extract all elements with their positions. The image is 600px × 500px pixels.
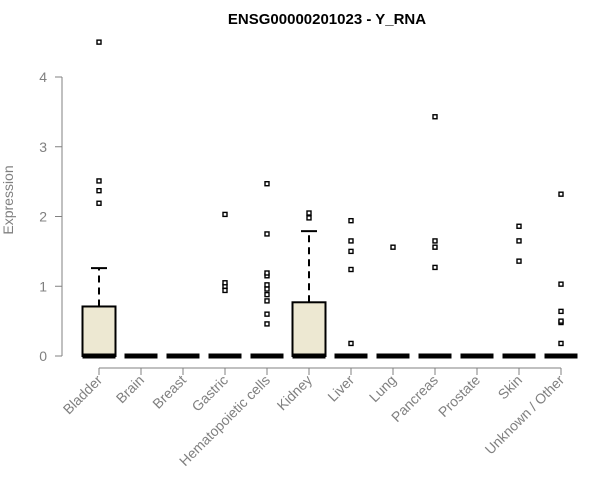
x-tick-label: Liver [324,372,357,405]
box-group [376,244,410,359]
y-tick-label: 4 [39,69,47,85]
box-group [81,39,117,359]
outlier-point [222,211,228,218]
outlier-point [348,340,354,347]
outlier-point [390,244,396,250]
outlier-point [516,258,522,264]
y-tick-label: 3 [39,139,47,155]
x-tick-label: Skin [495,372,526,403]
box-series [81,39,578,359]
outlier-point [432,244,438,250]
x-tick-label: Prostate [435,372,483,420]
outlier-point [432,264,438,271]
outlier-point [264,298,270,304]
outlier-point [96,187,102,194]
y-tick-label: 1 [39,278,47,294]
outlier-point [264,286,270,292]
outlier-point [558,281,564,287]
outlier-point [306,215,312,221]
box-group [544,191,578,359]
outlier-point [264,282,270,288]
outlier-point [264,291,270,298]
chart-title: ENSG00000201023 - Y_RNA [228,11,426,28]
x-tick-label: Brain [113,372,147,406]
x-tick-label: Bladder [60,372,106,418]
x-tick-label: Breast [149,372,189,412]
outlier-point [516,223,522,229]
box-group [418,114,452,359]
box [81,305,117,358]
y-axis-label: Expression [0,165,16,234]
outlier-point [222,280,228,286]
outlier-point [558,308,564,315]
box-group [334,217,368,359]
y-axis: 0 1 2 3 4 [39,69,63,364]
x-tick-label: Unknown / Other [482,372,568,458]
x-tick-label: Lung [366,372,399,405]
outlier-point [348,238,354,244]
outlier-point [348,248,354,255]
outlier-point [348,266,354,273]
outlier-point [222,287,228,294]
outlier-point [306,210,312,216]
x-tick-label: Kidney [274,372,316,414]
box-group [208,211,242,359]
outlier-point [432,114,438,120]
outlier-point [558,318,564,324]
outlier-point [264,270,270,276]
outlier-point [516,238,522,244]
x-tick-label: Pancreas [388,372,441,425]
box-group [291,210,327,359]
outlier-point [96,178,102,184]
outlier-point [264,181,270,187]
outlier-point [264,231,270,237]
outlier-point [558,191,564,197]
outlier-point [264,311,270,317]
y-tick-label: 2 [39,209,47,225]
outlier-point [264,321,270,327]
outlier-point [96,39,102,45]
outlier-point [432,238,438,244]
outlier-point [348,217,354,224]
box-group [250,181,284,359]
outlier-point [96,200,102,206]
box-group [502,223,536,359]
box [291,301,327,358]
outlier-point [558,340,564,347]
y-tick-label: 0 [39,348,47,364]
